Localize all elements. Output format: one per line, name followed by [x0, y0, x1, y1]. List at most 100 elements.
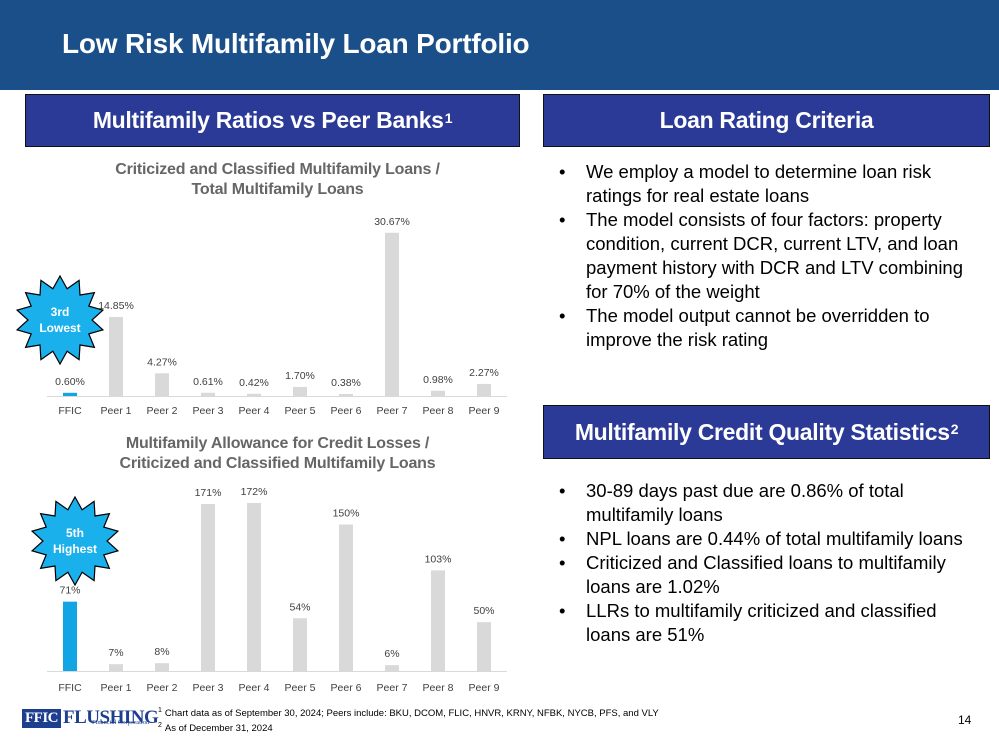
logo-subtitle: Financial Corporation — [92, 719, 150, 726]
chart2-tick-label: Peer 6 — [331, 682, 362, 694]
chart1-tick-label: Peer 2 — [147, 405, 178, 417]
chart1-tick-label: FFIC — [58, 405, 82, 417]
chart2-data-label: 7% — [108, 647, 123, 659]
credit-quality-header-text: Multifamily Credit Quality Statistics — [574, 418, 950, 445]
chart1-title-line2: Total Multifamily Loans — [191, 181, 364, 198]
chart2-bar-peer-9 — [477, 622, 491, 671]
fifth-highest-badge-starburst — [30, 495, 120, 587]
chart1-bar-peer-6 — [339, 393, 353, 396]
chart2-bar-peer-5 — [293, 618, 307, 671]
chart2-title: Multifamily Allowance for Credit Losses … — [60, 434, 495, 474]
chart2-bar-ffic — [63, 601, 77, 671]
chart2-data-label: 8% — [154, 646, 169, 658]
third-lowest-badge-starburst — [15, 274, 105, 366]
footnotes: 1 Chart data as of September 30, 2024; Pe… — [158, 705, 659, 735]
chart1-bar-peer-5 — [293, 386, 307, 396]
chart1-bar-peer-1 — [109, 316, 123, 396]
page-number: 14 — [958, 713, 972, 727]
chart2-tick-label: Peer 1 — [101, 682, 132, 694]
chart2-tick-label: Peer 2 — [147, 682, 178, 694]
chart2-bar-peer-2 — [155, 663, 169, 671]
chart2-data-label: 103% — [425, 553, 452, 565]
loan-rating-bullet-item: The model consists of four factors: prop… — [556, 208, 976, 304]
peer-ratios-header-text: Multifamily Ratios vs Peer Banks — [92, 107, 444, 133]
chart2-data-label: 50% — [473, 605, 494, 617]
chart2-tick-label: Peer 8 — [423, 682, 454, 694]
chart2-data-label: 171% — [195, 487, 222, 499]
chart1-bar-peer-8 — [431, 390, 445, 396]
chart1-tick-label: Peer 5 — [285, 405, 316, 417]
chart2-data-label: 150% — [333, 507, 360, 519]
footnote-2-text: As of December 31, 2024 — [164, 723, 273, 735]
chart2-bar-peer-7 — [385, 665, 399, 671]
fifth-highest-badge-text: 5th — [66, 526, 84, 540]
footnote-1: 1 Chart data as of September 30, 2024; Pe… — [158, 707, 659, 720]
chart1-data-label: 4.27% — [147, 356, 177, 368]
loan-rating-header-text: Loan Rating Criteria — [659, 107, 874, 133]
third-lowest-badge-text: 3rd — [51, 305, 70, 319]
third-lowest-badge: 3rd Lowest — [15, 274, 105, 366]
credit-quality-bullet-item: LLRs to multifamily criticized and class… — [556, 599, 976, 647]
chart1-title: Criticized and Classified Multifamily Lo… — [60, 160, 495, 200]
chart1-data-label: 0.98% — [423, 374, 453, 386]
page-title: Low Risk Multifamily Loan Portfolio — [62, 28, 530, 59]
title-bar: Low Risk Multifamily Loan Portfolio — [0, 0, 999, 90]
chart2-tick-label: FFIC — [58, 682, 82, 694]
chart1-tick-label: Peer 4 — [239, 405, 270, 417]
chart1-data-label: 2.27% — [469, 367, 499, 379]
chart1-data-label: 14.85% — [98, 300, 134, 312]
chart2-bar-peer-4 — [247, 503, 261, 671]
peer-ratios-header-footnote: 1 — [444, 109, 453, 126]
chart2-bar-peer-1 — [109, 664, 123, 671]
chart2-title-line2: Criticized and Classified Multifamily Lo… — [119, 455, 436, 472]
chart2-data-label: 54% — [289, 601, 310, 613]
chart1-tick-label: Peer 9 — [469, 405, 500, 417]
chart1-bar-peer-4 — [247, 393, 261, 396]
chart1-tick-label: Peer 8 — [423, 405, 454, 417]
chart1-bar-peer-3 — [201, 392, 215, 396]
chart2-data-label: 172% — [241, 486, 268, 498]
chart1-data-label: 0.61% — [193, 376, 223, 388]
chart1-data-label: 0.60% — [55, 376, 85, 388]
chart2-bar-peer-6 — [339, 524, 353, 671]
chart1-tick-label: Peer 1 — [101, 405, 132, 417]
logo-text: FLUSHING — [63, 707, 159, 728]
chart1-bar-peer-9 — [477, 383, 491, 396]
chart1-data-label: 1.70% — [285, 370, 315, 382]
footnote-1-text: Chart data as of September 30, 2024; Pee… — [164, 708, 659, 720]
credit-quality-bullet-item: 30-89 days past due are 0.86% of total m… — [556, 479, 976, 527]
chart1-tick-label: Peer 3 — [193, 405, 224, 417]
chart2-data-label: 71% — [59, 585, 80, 597]
chart1-bar-peer-2 — [155, 373, 169, 396]
chart1-bar-peer-7 — [385, 232, 399, 396]
credit-quality-bullet-item: Criticized and Classified loans to multi… — [556, 551, 976, 599]
fifth-highest-badge-text: Highest — [53, 542, 97, 556]
third-lowest-badge-text: Lowest — [39, 321, 80, 335]
peer-ratios-header: Multifamily Ratios vs Peer Banks 1 — [25, 94, 520, 147]
chart2-tick-label: Peer 5 — [285, 682, 316, 694]
chart1-title-line1: Criticized and Classified Multifamily Lo… — [115, 161, 440, 178]
chart2-data-label: 6% — [384, 648, 399, 660]
fifth-highest-badge: 5th Highest — [30, 495, 120, 587]
company-logo: FFIC FLUSHING — [22, 707, 159, 729]
chart2-tick-label: Peer 3 — [193, 682, 224, 694]
chart2-title-line1: Multifamily Allowance for Credit Losses … — [125, 435, 430, 452]
credit-quality-header: Multifamily Credit Quality Statistics 2 — [543, 405, 990, 459]
credit-quality-bullet-item: NPL loans are 0.44% of total multifamily… — [556, 527, 976, 551]
footnote-2: 2 As of December 31, 2024 — [158, 722, 273, 735]
credit-quality-list: 30-89 days past due are 0.86% of total m… — [556, 479, 976, 647]
chart2-tick-label: Peer 9 — [469, 682, 500, 694]
chart1-bar-ffic — [63, 392, 77, 396]
chart1-data-label: 30.67% — [374, 216, 410, 228]
chart2-bar-peer-8 — [431, 570, 445, 671]
chart2-tick-label: Peer 7 — [377, 682, 408, 694]
loan-rating-bullet-item: We employ a model to determine loan risk… — [556, 160, 976, 208]
logo-box: FFIC — [22, 708, 61, 728]
loan-rating-bullet-item: The model output cannot be overridden to… — [556, 304, 976, 352]
chart2-bar-peer-3 — [201, 503, 215, 671]
loan-rating-list: We employ a model to determine loan risk… — [556, 160, 976, 352]
credit-quality-header-footnote: 2 — [950, 421, 959, 437]
